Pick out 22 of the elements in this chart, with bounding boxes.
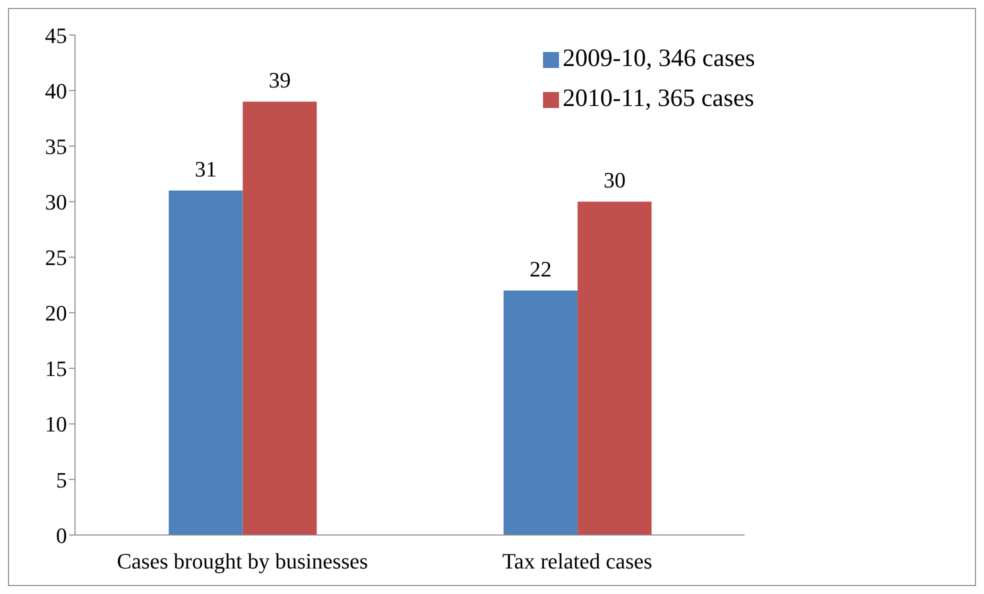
bar xyxy=(168,190,243,535)
bar xyxy=(504,290,578,535)
y-tick-label: 45 xyxy=(45,22,67,48)
legend-label: 2009-10, 346 cases xyxy=(562,45,755,72)
data-label: 30 xyxy=(604,168,626,193)
bar xyxy=(578,202,652,535)
x-tick-label: Tax related cases xyxy=(502,548,652,574)
y-tick-label: 40 xyxy=(45,78,67,104)
y-tick-label: 5 xyxy=(56,467,67,492)
bar xyxy=(242,102,317,535)
y-tick-label: 10 xyxy=(45,412,67,437)
x-tick-label: Cases brought by businesses xyxy=(116,548,368,574)
y-tick-label: 30 xyxy=(45,189,67,214)
y-tick-label: 25 xyxy=(45,245,67,270)
y-tick-label: 0 xyxy=(56,522,67,548)
legend-label: 2010-11, 365 cases xyxy=(562,85,754,112)
data-label: 39 xyxy=(268,68,291,93)
data-label: 31 xyxy=(194,156,217,182)
data-label: 22 xyxy=(530,256,552,282)
y-tick-label: 35 xyxy=(45,134,67,159)
y-tick-label: 15 xyxy=(45,356,67,382)
y-tick-label: 20 xyxy=(45,300,67,326)
